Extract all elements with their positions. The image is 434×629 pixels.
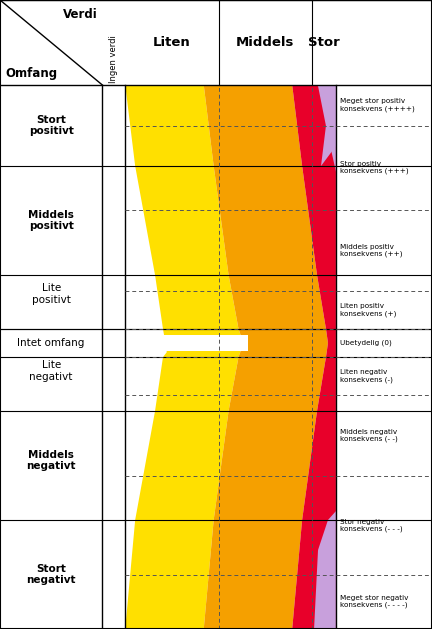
Text: Intet omfang: Intet omfang — [17, 338, 85, 348]
Text: Meget stor positiv
konsekvens (++++): Meget stor positiv konsekvens (++++) — [339, 99, 414, 112]
Text: Middels
positivt: Middels positivt — [28, 209, 74, 231]
Polygon shape — [292, 85, 335, 629]
Polygon shape — [313, 510, 335, 629]
Polygon shape — [313, 85, 335, 176]
Text: Lite
positivt: Lite positivt — [32, 283, 70, 305]
Text: Verdi: Verdi — [62, 8, 97, 21]
Text: Ubetydelig (0): Ubetydelig (0) — [339, 340, 391, 346]
Text: Lite
negativt: Lite negativt — [30, 360, 73, 382]
Text: Stor: Stor — [307, 36, 339, 49]
Text: Liten positiv
konsekvens (+): Liten positiv konsekvens (+) — [339, 303, 395, 317]
Text: Middels: Middels — [236, 36, 294, 49]
Text: Middels
negativt: Middels negativt — [26, 450, 76, 471]
Bar — [125, 335, 248, 351]
Text: Ingen verdi: Ingen verdi — [109, 35, 118, 83]
Text: Omfang: Omfang — [5, 67, 57, 80]
Text: Middels positiv
konsekvens (++): Middels positiv konsekvens (++) — [339, 243, 401, 257]
Text: Stort
negativt: Stort negativt — [26, 564, 76, 586]
Text: Liten: Liten — [153, 36, 191, 49]
Text: Liten negativ
konsekvens (-): Liten negativ konsekvens (-) — [339, 369, 392, 382]
Text: Stor positiv
konsekvens (+++): Stor positiv konsekvens (+++) — [339, 161, 408, 174]
Text: Middels negativ
konsekvens (- -): Middels negativ konsekvens (- -) — [339, 429, 397, 442]
Text: Stor negativ
konsekvens (- - -): Stor negativ konsekvens (- - -) — [339, 519, 401, 532]
Text: Stort
positivt: Stort positivt — [29, 114, 73, 136]
Polygon shape — [125, 85, 243, 629]
Polygon shape — [203, 85, 327, 629]
Polygon shape — [320, 85, 335, 166]
Text: Meget stor negativ
konsekvens (- - - -): Meget stor negativ konsekvens (- - - -) — [339, 595, 408, 608]
